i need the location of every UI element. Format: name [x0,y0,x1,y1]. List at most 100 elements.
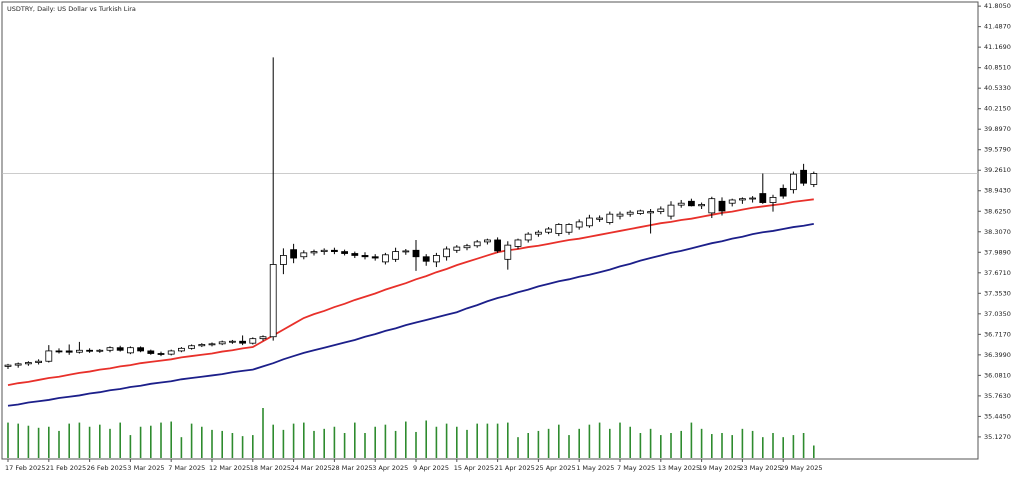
candle-body [769,196,777,203]
volume-bar [731,435,733,458]
volume-bar [231,433,234,458]
volume-bar [109,428,111,458]
candle-body [698,204,705,207]
candle-body [279,255,287,265]
volume-bar [629,426,631,458]
volume-bar [17,423,19,458]
y-tick-label: 40.5330 [984,84,1011,92]
x-tick-label: 1 May 2025 [576,464,614,472]
candle-body [432,255,440,263]
volume-bar [425,420,427,458]
x-tick-label: 3 Mar 2025 [127,464,164,472]
candle-body [228,340,236,343]
y-tick-label: 35.1270 [984,433,1011,441]
candle-body [371,256,379,259]
volume-bar [772,433,774,458]
candle-body [157,353,165,355]
x-tick-label: 15 Apr 2025 [454,464,494,472]
candle-body [504,244,512,260]
volume-bar [129,435,132,458]
candle-body [249,338,257,344]
volume-bar [670,433,672,458]
candle-body [269,264,277,338]
y-tick-label: 38.3070 [984,228,1011,236]
candle-body [361,255,369,258]
y-tick-label: 38.6250 [984,207,1011,215]
candle-body [259,336,267,340]
candle-body [688,200,695,207]
candle-body [14,363,22,366]
volume-bar [292,423,295,458]
volume-bar [374,426,376,458]
candle-body [790,173,797,191]
candle-body [453,246,461,251]
candle-body [596,217,603,220]
candle-body [300,252,308,258]
y-tick-label: 37.6710 [984,269,1011,277]
y-tick-label: 36.3990 [984,351,1011,359]
y-tick-label: 41.4870 [984,23,1011,31]
volume-bar [37,427,40,458]
volume-bar [68,423,70,458]
candle-body [626,211,634,215]
volume-bar [813,445,815,458]
volume-bar [476,423,478,458]
volume-bar [88,426,91,458]
candle-body [96,349,104,352]
candle-body [167,350,175,355]
y-tick-label: 37.3530 [984,289,1011,297]
candle-body [137,347,145,352]
x-tick-label: 29 May 2025 [780,464,822,472]
candle-body [443,248,451,258]
volume-bar [751,430,754,458]
candle-body [86,349,93,352]
volume-bar [384,424,387,458]
volume-bar [466,429,468,458]
candle-body [728,199,736,204]
y-tick-label: 39.2610 [984,166,1011,174]
volume-bar [496,423,499,458]
candle-body [330,249,338,252]
candle-body [310,251,318,254]
volume-bar [78,422,81,458]
volume-bar [782,437,784,458]
volume-bar [547,428,550,458]
y-tick-label: 37.0350 [984,310,1011,318]
candle-body [239,340,247,344]
candle-body [657,208,665,212]
candle-body [208,343,216,346]
candle-body [392,251,400,260]
x-tick-label: 28 Mar 2025 [331,464,372,472]
volume-bar [598,422,601,458]
y-tick-label: 41.1690 [984,43,1011,51]
volume-bar [7,422,9,458]
volume-bar [435,426,438,458]
volume-bar [58,430,60,458]
volume-bar [405,421,407,458]
y-tick-label: 35.4450 [984,412,1011,420]
x-tick-label: 7 May 2025 [617,464,655,472]
candle-body [779,187,787,197]
volume-bar [252,435,254,458]
y-tick-label: 36.0810 [984,371,1011,379]
candle-body [708,198,716,214]
volume-bar [241,436,244,458]
volume-bar [578,428,580,458]
candle-body [177,347,185,352]
candle-body [24,362,32,365]
volume-bar [27,425,30,458]
candle-body [606,213,614,223]
volume-bar [445,423,448,458]
volume-bar [221,430,223,458]
candle-body [65,350,73,353]
volume-bar [323,428,325,458]
volume-bar [415,431,417,458]
y-tick-label: 38.9430 [984,187,1011,195]
volume-bar [456,426,458,458]
x-tick-label: 13 May 2025 [658,464,700,472]
candle-body [412,249,420,258]
volume-bar [48,426,50,458]
volume-bar [272,424,274,458]
volume-bar [721,433,723,458]
y-tick-label: 36.7170 [984,330,1011,338]
